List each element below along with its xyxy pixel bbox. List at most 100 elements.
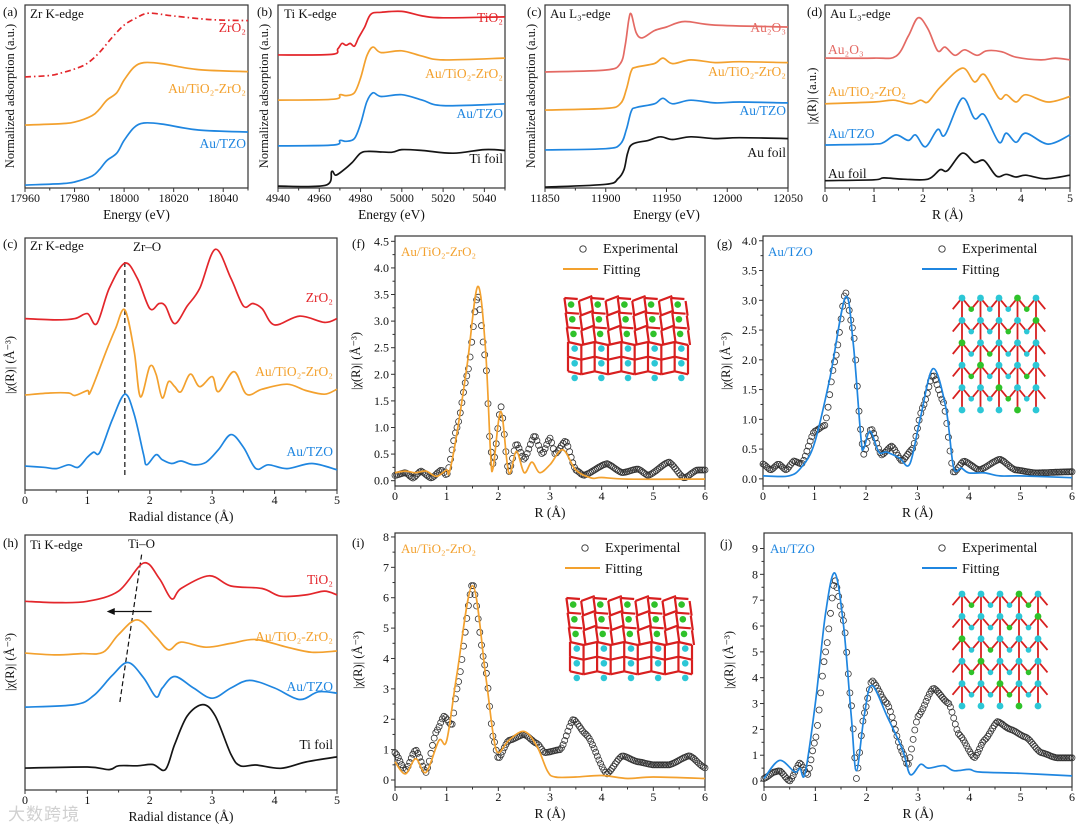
data-point	[541, 445, 549, 453]
data-point	[917, 708, 925, 716]
zr-atom	[596, 330, 604, 338]
zr-atom	[625, 615, 632, 623]
series-label: ZrO₂	[306, 290, 333, 305]
legend-label-fitting: Fitting	[962, 562, 999, 577]
panel-title: Au/TiO₂-ZrO₂	[401, 541, 476, 556]
zr-atom	[648, 315, 656, 323]
series-line-0	[544, 12, 789, 73]
bond	[634, 355, 649, 361]
series-line-3	[544, 135, 789, 188]
ti-atom	[678, 374, 685, 382]
data-point	[618, 469, 626, 476]
metal-atom	[1025, 624, 1032, 631]
x-tick-label: 5	[1067, 191, 1073, 205]
data-point	[540, 448, 547, 456]
panel-e: 0 1 2 3 4 5 Radial distance (Å) |χ(R)| (Å⁻³) (c)…	[3, 236, 340, 524]
ti-atom	[571, 345, 578, 352]
ti-atom	[977, 384, 984, 391]
x-axis-label: R (Å)	[534, 806, 565, 821]
bond	[688, 600, 693, 616]
data-point	[788, 459, 796, 466]
metal-atom	[987, 647, 994, 653]
bond	[678, 640, 693, 647]
y-tick-label: 1	[752, 748, 758, 762]
bond	[567, 627, 572, 643]
data-point	[860, 450, 868, 458]
series-label: Au/TZO	[200, 136, 247, 151]
x-tick-label: 6	[1069, 489, 1075, 503]
bond	[678, 655, 693, 661]
data-point	[882, 698, 889, 706]
panel-g: 0 1 2 3 4 5 6 0.0 0.5 1.0 1.5 2.0 2.5 3.0 3.5 4.0 R (Å) |…	[717, 234, 1076, 520]
data-point	[1068, 754, 1076, 762]
metal-atom	[986, 328, 993, 335]
y-tick-label: 5	[752, 645, 758, 659]
ti-atom	[1015, 635, 1023, 643]
zr-atom	[679, 615, 687, 623]
panel-title: Zr K-edge	[30, 238, 84, 253]
data-point	[589, 741, 596, 749]
zr-atom	[571, 615, 578, 623]
data-point	[394, 754, 402, 762]
bond	[593, 596, 608, 601]
x-tick-label: 18020	[159, 191, 189, 205]
x-tick-label: 1	[812, 489, 818, 503]
ti-atom	[977, 702, 985, 710]
y-tick-label: 2.0	[374, 367, 389, 381]
series-line-0	[277, 10, 506, 56]
ti-atom	[678, 359, 685, 367]
plot-frame	[277, 4, 506, 189]
bond	[579, 315, 584, 331]
panel-c: 11850 11900 11950 12000 12050 Energy (eV) Norm…	[524, 4, 803, 222]
data-point	[479, 338, 487, 346]
bond	[636, 630, 641, 646]
ti-atom	[958, 384, 966, 391]
bond	[649, 627, 654, 643]
data-point	[919, 705, 927, 712]
y-tick-label: 8	[752, 567, 758, 581]
x-tick-label: 5000	[390, 191, 414, 205]
x-tick-label: 5	[650, 489, 656, 503]
y-axis-label: |χ(R)| (Å⁻³)	[722, 631, 736, 689]
metal-atom	[986, 373, 993, 380]
zr-atom	[626, 630, 634, 638]
data-point	[698, 466, 706, 474]
y-tick-label: 1.0	[374, 420, 389, 434]
x-tick-label: 5040	[472, 191, 496, 205]
data-point	[904, 450, 912, 458]
bond	[620, 326, 634, 330]
series-line-3	[824, 152, 1071, 182]
plot-frame	[24, 534, 338, 791]
bond	[594, 627, 600, 643]
bond	[581, 355, 595, 361]
bond	[651, 640, 666, 647]
series-line-0	[24, 248, 338, 326]
data-point	[407, 473, 415, 481]
x-tick-label: 2	[863, 489, 869, 503]
bond	[594, 611, 609, 615]
data-point	[937, 691, 945, 699]
data-point	[464, 602, 472, 609]
bond	[610, 624, 625, 632]
data-point	[582, 730, 590, 738]
data-point	[652, 761, 660, 769]
x-tick-label: 2	[920, 191, 926, 205]
data-point	[1032, 745, 1040, 752]
x-tick-label: 4	[272, 493, 278, 507]
data-point	[670, 463, 678, 471]
x-tick-label: 11850	[530, 191, 560, 205]
bond	[634, 370, 649, 376]
panel-letter: (c)	[527, 4, 541, 19]
bond	[619, 327, 624, 343]
y-tick-label: 7	[752, 593, 758, 607]
data-point	[416, 753, 423, 761]
ti-atom	[995, 339, 1003, 347]
ti-atom	[958, 294, 966, 302]
legend-label-experimental: Experimental	[962, 541, 1038, 556]
y-tick-label: 6	[383, 591, 389, 605]
legend-marker-experimental	[579, 245, 587, 253]
bond	[582, 630, 587, 646]
zr-atom	[568, 315, 576, 323]
zr-atom	[595, 315, 603, 323]
x-tick-label: 0	[761, 790, 767, 804]
